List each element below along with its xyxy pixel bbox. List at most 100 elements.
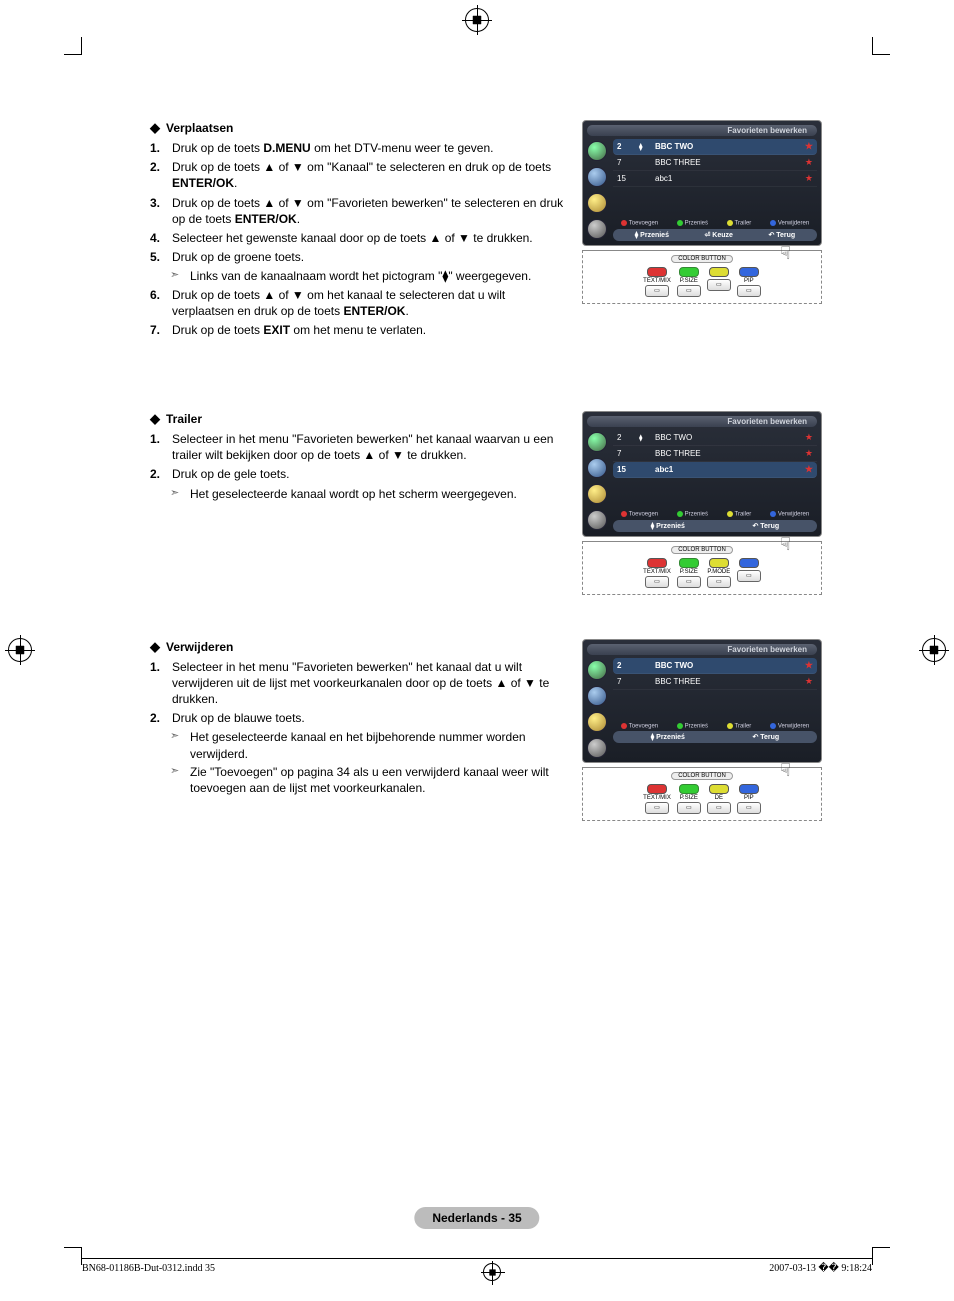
color-dot-icon xyxy=(621,511,627,517)
osd-bottom-item: ↶ Terug xyxy=(752,733,779,741)
osd-title: Favorieten bewerken xyxy=(587,125,817,136)
step-text: Druk op de blauwe toets. xyxy=(172,710,570,726)
remote-key-icon: ▭ xyxy=(645,285,669,297)
heading-text: Verplaatsen xyxy=(166,121,233,135)
step-text: Druk op de toets ▲ of ▼ om het kanaal te… xyxy=(172,287,570,319)
section-right: Favorieten bewerken2⧫BBC TWO★7BBC THREE★… xyxy=(582,120,822,304)
remote-key-icon: ▭ xyxy=(677,802,701,814)
diamond-icon: ◆ xyxy=(150,639,160,655)
remote-button-label: P.SIZE xyxy=(680,569,698,575)
remote-button: P.SIZE▭ xyxy=(677,558,701,588)
color-dot-icon xyxy=(677,511,683,517)
remote-key-icon: ▭ xyxy=(677,285,701,297)
star-icon: ★ xyxy=(805,448,813,459)
section-heading: ◆ Trailer xyxy=(150,411,570,427)
channel-name: BBC TWO xyxy=(655,433,799,442)
legend-item: Toevoegen xyxy=(621,511,658,518)
section-text: ◆ Verwijderen 1.Selecteer in het menu "Fa… xyxy=(150,639,570,799)
footer-right: 2007-03-13 �� 9:18:24 xyxy=(769,1263,872,1281)
footer: BN68-01186B-Dut-0312.indd 35 2007-03-13 … xyxy=(82,1258,872,1281)
osd-icon xyxy=(587,458,607,478)
step-item: 4.Selecteer het gewenste kanaal door op … xyxy=(150,230,570,246)
color-button-label: COLOR BUTTON xyxy=(671,546,733,554)
channel-number: 7 xyxy=(617,677,633,686)
remote-strip: ☟COLOR BUTTONTEXT/MIX▭P.SIZE▭DE▭PIP▭ xyxy=(582,767,822,821)
color-button-icon xyxy=(647,784,667,794)
osd-screenshot: Favorieten bewerken2⧫BBC TWO★7BBC THREE★… xyxy=(582,120,822,246)
osd-channel-list: 2⧫BBC TWO★7BBC THREE★15abc1★ToevoegenPrz… xyxy=(613,430,817,532)
osd-channel-row: 15abc1★ xyxy=(613,171,817,187)
section-right: Favorieten bewerken 2BBC TWO★ 7 BBC THREE ★ T… xyxy=(582,639,822,821)
sub-note-text: Het geselecteerde kanaal en het bijbehor… xyxy=(190,729,570,761)
remote-key-icon: ▭ xyxy=(707,576,731,588)
step-item: 2.Druk op de blauwe toets. xyxy=(150,710,570,726)
sub-note-text: Het geselecteerde kanaal wordt op het sc… xyxy=(190,486,517,502)
remote-key-icon: ▭ xyxy=(707,802,731,814)
color-button-icon xyxy=(647,267,667,277)
remote-button: P.SIZE▭ xyxy=(677,784,701,814)
osd-channel-row: 7BBC THREE★ xyxy=(613,155,817,171)
section-heading: ◆ Verwijderen xyxy=(150,639,570,655)
osd-channel-row: 7 BBC THREE ★ xyxy=(613,674,817,690)
step-number: 1. xyxy=(150,140,166,156)
section-verwijderen: ◆ Verwijderen 1.Selecteer in het menu "Fa… xyxy=(150,639,850,821)
color-button-icon xyxy=(709,558,729,568)
legend-item: Przenieś xyxy=(677,723,708,730)
osd-icon xyxy=(587,432,607,452)
legend-item: Przenieś xyxy=(677,511,708,518)
osd-icon xyxy=(587,167,607,187)
legend-item: Toevoegen xyxy=(621,220,658,227)
footer-left: BN68-01186B-Dut-0312.indd 35 xyxy=(82,1263,215,1281)
step-text: Selecteer in het menu "Favorieten bewerk… xyxy=(172,659,570,708)
color-button-icon xyxy=(739,784,759,794)
osd-icon xyxy=(587,193,607,213)
channel-number: 2 xyxy=(617,661,633,670)
remote-button: PIP▭ xyxy=(737,784,761,814)
sub-note-text: Zie "Toevoegen" op pagina 34 als u een v… xyxy=(190,764,570,796)
osd-title: Favorieten bewerken xyxy=(587,644,817,655)
note-arrow-icon: ➣ xyxy=(170,764,184,796)
sub-note: ➣Het geselecteerde kanaal en het bijbeho… xyxy=(150,729,570,761)
step-item: 1.Selecteer in het menu "Favorieten bewe… xyxy=(150,659,570,708)
osd-bottom-item: ⧫ Przenieś xyxy=(635,231,669,239)
channel-name: BBC THREE xyxy=(655,158,799,167)
step-item: 2.Druk op de gele toets. xyxy=(150,466,570,482)
sub-note-text: Links van de kanaalnaam wordt het pictog… xyxy=(190,268,531,284)
register-mark-bottom xyxy=(483,1263,501,1281)
section-text: ◆ Trailer 1.Selecteer in het menu "Favori… xyxy=(150,411,570,504)
heading-text: Trailer xyxy=(166,412,202,426)
remote-button-label: TEXT/MIX xyxy=(643,569,671,575)
remote-key-icon: ▭ xyxy=(737,570,761,582)
step-number: 1. xyxy=(150,431,166,463)
channel-name: BBC TWO xyxy=(655,142,799,151)
color-button-icon xyxy=(709,784,729,794)
star-icon: ★ xyxy=(805,141,813,152)
remote-button: P.SIZE▭ xyxy=(677,267,701,297)
step-list: 1.Selecteer in het menu "Favorieten bewe… xyxy=(150,659,570,797)
osd-bottom-item: ↶ Terug xyxy=(752,522,779,530)
osd-legend: ToevoegenPrzenieśTrailerVerwijderen xyxy=(613,720,817,730)
remote-row: TEXT/MIX▭P.SIZE▭▭PIP▭ xyxy=(589,267,815,297)
osd-channel-row: 2⧫BBC TWO★ xyxy=(613,139,817,155)
page-number-badge: Nederlands - 35 xyxy=(414,1207,539,1229)
osd-channel-row: 2BBC TWO★ xyxy=(613,658,817,674)
star-icon: ★ xyxy=(805,676,813,687)
legend-item: Verwijderen xyxy=(770,723,809,730)
channel-number: 2 xyxy=(617,142,633,151)
osd-channel-list: 2⧫BBC TWO★7BBC THREE★15abc1★ToevoegenPrz… xyxy=(613,139,817,241)
step-text: Druk op de toets EXIT om het menu te ver… xyxy=(172,322,570,338)
legend-item: Trailer xyxy=(727,220,752,227)
step-number: 5. xyxy=(150,249,166,265)
color-dot-icon xyxy=(727,723,733,729)
osd-icon xyxy=(587,219,607,239)
osd-bottom-item: ⧫ Przenieś xyxy=(651,522,685,530)
osd-channel-row: 7BBC THREE★ xyxy=(613,446,817,462)
step-text: Selecteer in het menu "Favorieten bewerk… xyxy=(172,431,570,463)
channel-name: BBC THREE xyxy=(655,677,799,686)
osd-channel-row: 15abc1★ xyxy=(613,462,817,478)
remote-row: TEXT/MIX▭P.SIZE▭DE▭PIP▭ xyxy=(589,784,815,814)
remote-key-icon: ▭ xyxy=(645,576,669,588)
step-text: Druk op de toets D.MENU om het DTV-menu … xyxy=(172,140,570,156)
star-icon: ★ xyxy=(805,432,813,443)
legend-item: Toevoegen xyxy=(621,723,658,730)
